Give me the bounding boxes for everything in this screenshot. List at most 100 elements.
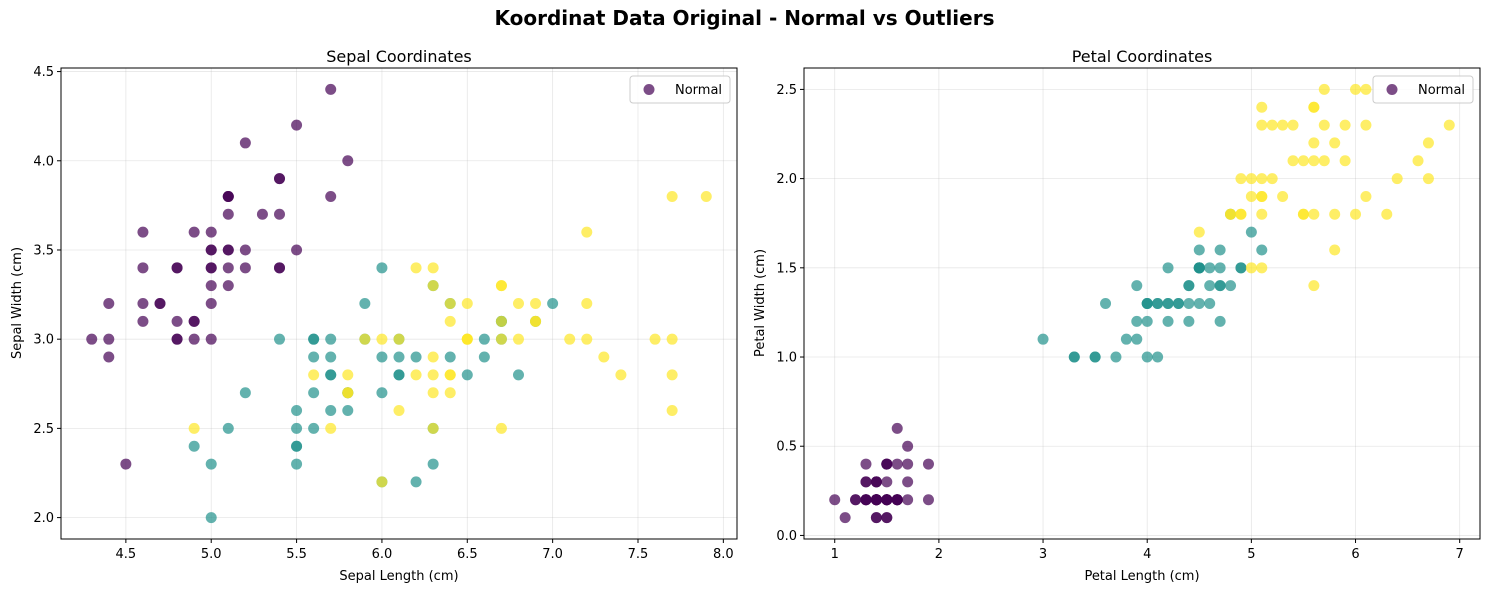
data-point — [205, 298, 217, 309]
data-point — [495, 422, 507, 434]
legend-marker — [1386, 84, 1398, 95]
data-point — [274, 262, 286, 274]
y-tick-label: 1.5 — [776, 261, 797, 276]
data-point — [512, 298, 524, 309]
data-point — [86, 333, 98, 345]
data-point — [860, 494, 872, 506]
data-point — [1193, 244, 1205, 256]
data-point — [891, 458, 903, 470]
data-point — [120, 458, 132, 470]
data-point — [1422, 173, 1434, 185]
data-point — [666, 333, 678, 345]
data-point — [1193, 298, 1205, 309]
data-point — [376, 262, 388, 274]
data-point — [393, 369, 405, 381]
data-point — [1141, 315, 1153, 327]
data-point — [1308, 101, 1320, 113]
data-point — [1308, 155, 1320, 167]
data-point — [205, 458, 217, 470]
data-point — [291, 458, 303, 470]
data-point — [103, 298, 115, 309]
data-point — [1183, 315, 1195, 327]
data-point — [205, 512, 217, 524]
data-point — [308, 369, 320, 381]
data-point — [1308, 208, 1320, 220]
data-point — [291, 440, 303, 452]
y-tick-label: 3.5 — [33, 243, 54, 258]
data-point — [325, 369, 337, 381]
y-tick-label: 2.5 — [33, 422, 54, 437]
x-tick-label: 2 — [935, 547, 943, 562]
data-point — [325, 422, 337, 434]
data-point — [1412, 155, 1424, 167]
data-point — [359, 298, 371, 309]
sepal-chart-title: Sepal Coordinates — [326, 47, 472, 66]
data-point — [239, 244, 251, 256]
data-point — [1162, 298, 1174, 309]
data-point — [427, 387, 439, 399]
y-tick-label: 2.5 — [776, 83, 797, 98]
data-point — [1245, 173, 1257, 185]
data-point — [188, 333, 200, 345]
petal-points — [829, 83, 1455, 524]
data-point — [1235, 173, 1247, 185]
data-point — [308, 351, 320, 363]
data-point — [1297, 155, 1309, 167]
data-point — [839, 512, 851, 524]
x-tick-label: 3 — [1039, 547, 1047, 562]
data-point — [1214, 280, 1226, 292]
legend-label: Normal — [675, 83, 722, 98]
x-tick-label: 5.0 — [201, 547, 222, 562]
data-point — [1339, 155, 1351, 167]
x-tick-label: 6 — [1351, 547, 1359, 562]
x-tick-label: 4 — [1143, 547, 1151, 562]
data-point — [829, 494, 841, 506]
data-point — [1037, 333, 1049, 345]
data-point — [891, 422, 903, 434]
data-point — [427, 262, 439, 274]
data-point — [1172, 298, 1184, 309]
data-point — [881, 458, 893, 470]
data-point — [137, 262, 149, 274]
data-point — [308, 387, 320, 399]
data-point — [1141, 298, 1153, 309]
data-point — [1141, 351, 1153, 363]
data-point — [444, 387, 456, 399]
data-point — [1256, 190, 1268, 202]
data-point — [188, 422, 200, 434]
data-point — [850, 494, 862, 506]
data-point — [274, 333, 286, 345]
data-point — [291, 405, 303, 417]
sepal-ticks: 4.5 5.0 5.5 6.0 6.5 7.0 7.5 8.0 2.0 2.5 3.0 3.5 4.0 4… — [33, 65, 733, 562]
data-point — [1225, 280, 1237, 292]
data-point — [291, 244, 303, 256]
figure-title: Koordinat Data Original - Normal vs Outl… — [494, 6, 995, 30]
data-point — [1120, 333, 1132, 345]
petal-ticks: 1 2 3 4 5 6 7 0.0 0.5 1.0 1.5 2.0 2.5 — [776, 83, 1464, 562]
data-point — [1183, 280, 1195, 292]
data-point — [512, 333, 524, 345]
data-point — [1068, 351, 1080, 363]
data-point — [291, 422, 303, 434]
data-point — [1245, 226, 1257, 238]
data-point — [1391, 173, 1403, 185]
data-point — [410, 476, 422, 488]
data-point — [205, 244, 217, 256]
data-point — [1152, 298, 1164, 309]
data-point — [891, 494, 903, 506]
data-point — [325, 405, 337, 417]
x-tick-label: 7.0 — [542, 547, 563, 562]
data-point — [137, 315, 149, 327]
data-point — [461, 369, 473, 381]
data-point — [870, 494, 882, 506]
data-point — [1193, 262, 1205, 274]
data-point — [222, 262, 234, 274]
data-point — [530, 315, 542, 327]
data-point — [376, 387, 388, 399]
y-tick-label: 3.0 — [33, 333, 54, 348]
x-tick-label: 5 — [1247, 547, 1255, 562]
data-point — [1162, 315, 1174, 327]
data-point — [1360, 119, 1372, 131]
data-point — [495, 333, 507, 345]
